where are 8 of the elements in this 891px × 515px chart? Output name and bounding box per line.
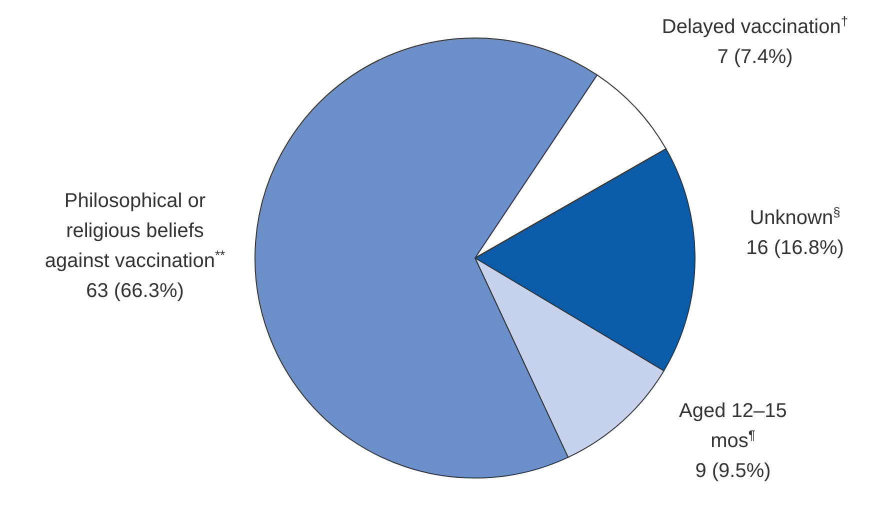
data-label: 9 (9.5%) (695, 460, 771, 482)
slice-label: Unknown$^{§}$ (750, 204, 840, 229)
slice-label: Philosophical or religious beliefs against vaccination$^{**}$ (44, 190, 226, 272)
data-label: 16 (16.8%) (746, 237, 844, 259)
data-label: 63 (66.3%) (86, 280, 184, 302)
slice-label: Delayed vaccination$^{†}$ (662, 13, 848, 38)
slice-label: Aged 12–15 mos$^{¶}$ (679, 400, 787, 452)
data-label: 7 (7.4%) (717, 46, 793, 68)
